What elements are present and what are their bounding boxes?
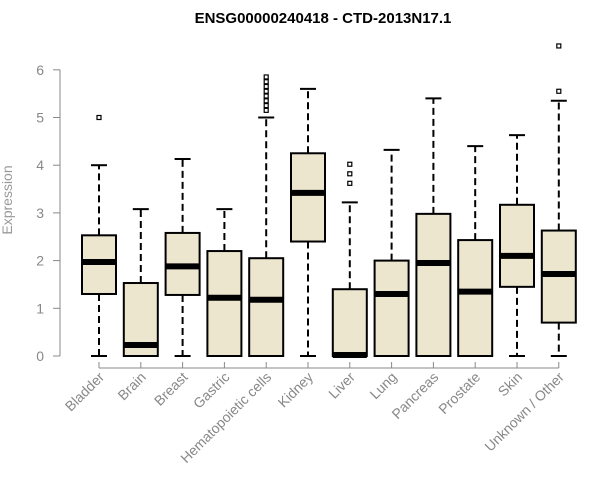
y-tick-label: 3 [36,205,44,221]
x-tick-label: Brain [114,369,148,403]
outlier-point [556,88,562,94]
outlier-point [347,161,353,167]
iqr-box [206,250,243,357]
box-unknown-other [540,43,577,357]
x-tick-label: Liver [325,369,358,402]
y-tick-label: 4 [36,157,44,173]
x-tick-label: Breast [151,369,191,409]
y-tick-label: 0 [36,348,44,364]
box-prostate [457,145,494,358]
y-axis: 0 1 2 3 4 5 6 [36,62,61,364]
outlier-point [96,114,102,121]
box-hematopoietic-cells [248,74,285,357]
box-gastric [206,208,243,357]
iqr-box [290,152,326,243]
outlier-point [347,171,353,177]
y-tick-label: 5 [36,110,44,126]
outlier-point [263,88,269,94]
x-tick-label: Unknown / Other [481,369,567,455]
outlier-point [556,43,562,49]
outlier-point [263,98,269,104]
outlier-point [263,74,269,80]
box-skin [499,134,535,357]
x-tick-label: Kidney [275,369,317,411]
iqr-box [499,203,535,288]
outlier-point [263,83,269,90]
y-tick-label: 6 [36,62,44,78]
y-tick-label: 1 [36,300,44,316]
box-breast [164,157,201,357]
y-tick-label: 2 [36,253,44,269]
box-lung [373,148,410,358]
box-liver [331,161,368,359]
outlier-point [263,107,269,113]
iqr-box [415,212,452,357]
box-series [81,43,577,359]
outlier-point [263,102,269,109]
x-tick-label: Lung [366,369,399,402]
box-bladder [81,114,117,357]
iqr-box [457,239,494,358]
x-tick-label: Skin [495,369,526,400]
y-axis-label: Expression [0,165,15,234]
box-pancreas [415,97,452,357]
x-tick-label: Bladder [62,369,108,415]
box-kidney [290,87,326,357]
chart-title: ENSG00000240418 - CTD-2013N17.1 [195,10,452,27]
outlier-point [263,93,269,99]
outlier-point [263,79,269,85]
iqr-box [248,257,285,357]
iqr-box [331,288,368,357]
outlier-point [347,180,353,186]
iqr-box [373,259,410,358]
box-brain [122,208,159,358]
x-tick-label: Prostate [435,369,483,417]
